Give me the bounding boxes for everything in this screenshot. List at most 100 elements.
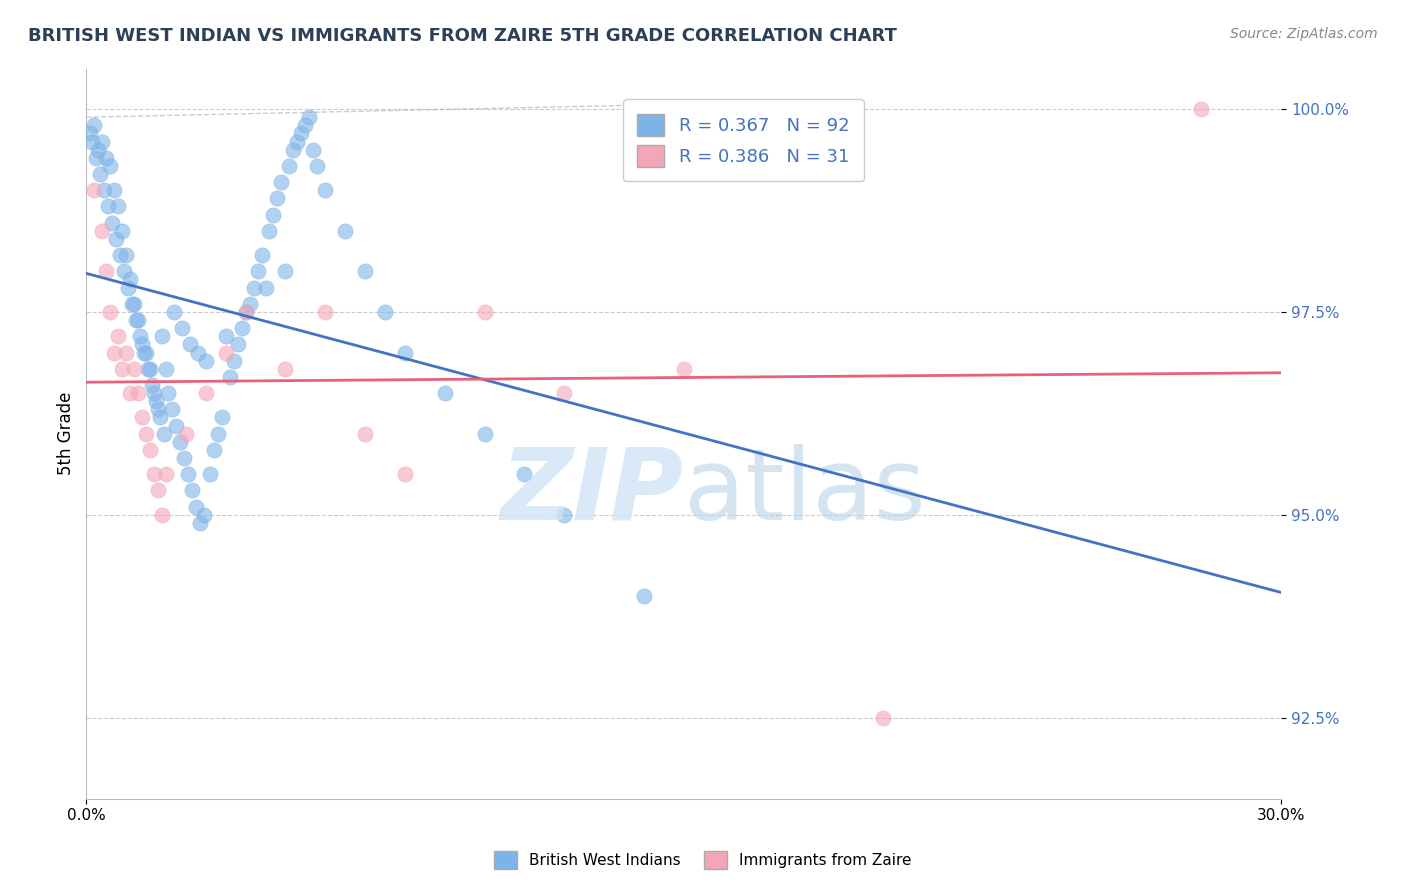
Point: [132, 345, 155, 359]
Point: [354, 264, 377, 278]
Point: [139, 361, 162, 376]
Point: [79, 127, 101, 141]
Point: [672, 361, 695, 376]
Point: [105, 232, 128, 246]
Point: [155, 467, 177, 482]
Point: [207, 426, 229, 441]
Point: [163, 305, 186, 319]
Point: [169, 434, 191, 449]
Point: [120, 386, 142, 401]
Y-axis label: 5th Grade: 5th Grade: [58, 392, 75, 475]
Legend: British West Indians, Immigrants from Zaire: British West Indians, Immigrants from Za…: [488, 845, 918, 875]
Point: [145, 394, 167, 409]
Point: [83, 183, 105, 197]
Point: [202, 442, 225, 457]
Point: [127, 313, 149, 327]
Point: [150, 329, 173, 343]
Point: [136, 361, 159, 376]
Point: [287, 135, 309, 149]
Point: [120, 272, 142, 286]
Point: [150, 508, 173, 522]
Text: atlas: atlas: [683, 443, 925, 541]
Point: [127, 386, 149, 401]
Point: [274, 264, 297, 278]
Point: [222, 353, 245, 368]
Point: [553, 386, 575, 401]
Point: [193, 508, 215, 522]
Point: [96, 264, 118, 278]
Point: [239, 297, 262, 311]
Point: [103, 183, 125, 197]
Point: [83, 118, 105, 132]
Point: [1191, 102, 1213, 116]
Point: [278, 159, 301, 173]
Point: [307, 159, 329, 173]
Legend: R = 0.367   N = 92, R = 0.386   N = 31: R = 0.367 N = 92, R = 0.386 N = 31: [623, 99, 863, 181]
Point: [194, 353, 217, 368]
Point: [139, 442, 162, 457]
Point: [177, 467, 200, 482]
Point: [394, 345, 416, 359]
Point: [333, 224, 356, 238]
Text: Source: ZipAtlas.com: Source: ZipAtlas.com: [1230, 27, 1378, 41]
Point: [270, 175, 292, 189]
Point: [394, 467, 416, 482]
Point: [146, 483, 169, 498]
Point: [194, 386, 217, 401]
Point: [97, 199, 120, 213]
Point: [553, 508, 575, 522]
Point: [174, 426, 197, 441]
Point: [294, 118, 316, 132]
Point: [179, 337, 201, 351]
Point: [125, 313, 148, 327]
Point: [129, 329, 152, 343]
Point: [314, 183, 336, 197]
Point: [290, 127, 312, 141]
Point: [259, 224, 281, 238]
Point: [188, 516, 211, 530]
Point: [198, 467, 221, 482]
Point: [374, 305, 396, 319]
Point: [111, 224, 134, 238]
Point: [235, 305, 257, 319]
Point: [89, 167, 111, 181]
Point: [184, 500, 207, 514]
Point: [266, 191, 288, 205]
Point: [246, 264, 269, 278]
Point: [226, 337, 249, 351]
Point: [143, 386, 166, 401]
Point: [112, 264, 135, 278]
Point: [103, 345, 125, 359]
Point: [122, 297, 145, 311]
Point: [250, 248, 273, 262]
Point: [111, 361, 134, 376]
Point: [160, 402, 183, 417]
Point: [115, 248, 138, 262]
Point: [149, 410, 172, 425]
Point: [141, 378, 163, 392]
Point: [633, 589, 655, 603]
Point: [143, 467, 166, 482]
Point: [117, 280, 139, 294]
Point: [242, 280, 264, 294]
Point: [235, 305, 257, 319]
Point: [298, 110, 321, 124]
Point: [107, 329, 129, 343]
Point: [131, 410, 153, 425]
Point: [135, 426, 157, 441]
Point: [187, 345, 209, 359]
Point: [302, 143, 325, 157]
Point: [173, 450, 195, 465]
Point: [121, 297, 143, 311]
Point: [122, 361, 145, 376]
Point: [98, 159, 121, 173]
Point: [354, 426, 377, 441]
Point: [107, 199, 129, 213]
Point: [153, 426, 176, 441]
Point: [254, 280, 277, 294]
Point: [146, 402, 169, 417]
Point: [274, 361, 297, 376]
Point: [180, 483, 202, 498]
Point: [211, 410, 233, 425]
Point: [263, 208, 285, 222]
